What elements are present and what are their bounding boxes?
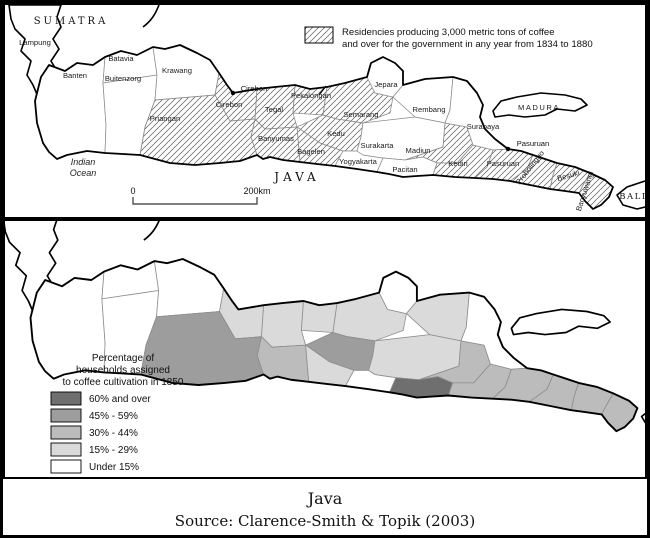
choro-tegal xyxy=(261,300,306,348)
madura-island xyxy=(492,92,588,118)
label-banyumas: Banyumas xyxy=(258,134,294,143)
cirebon-town-dot xyxy=(230,90,236,96)
panel-bottom-map: Percentage of households assigned to cof… xyxy=(3,219,647,479)
label-pasuruan-region: Pasuruan xyxy=(487,159,520,168)
legend-line2: and over for the government in any year … xyxy=(342,39,593,50)
scale-zero: 0 xyxy=(130,186,135,196)
choropleth-legend: Percentage of households assigned to cof… xyxy=(50,353,184,474)
bali-coast xyxy=(616,180,645,210)
label-buitenzorg: Buitenzorg xyxy=(105,74,141,83)
label-pacitan: Pacitan xyxy=(392,165,417,174)
label-banten: Banten xyxy=(63,71,87,80)
choro-legend-title-3: to coffee cultivation in 1850 xyxy=(62,377,183,388)
choro-legend-title-1: Percentage of xyxy=(92,353,154,364)
label-priangan: Priangan xyxy=(150,114,180,123)
swatch-label-under-15: Under 15% xyxy=(89,462,139,473)
swatch-45-59 xyxy=(50,408,82,423)
legend-line1: Residencies producing 3,000 metric tons … xyxy=(342,27,555,38)
bottom-map-island xyxy=(5,221,645,433)
scale-bar: 0 200km xyxy=(130,186,271,205)
bottom-map-svg: Percentage of households assigned to cof… xyxy=(5,221,645,474)
swatch-label-15-29: 15% - 29% xyxy=(89,445,138,456)
top-map-legend: Residencies producing 3,000 metric tons … xyxy=(304,26,593,50)
swatch-60-over xyxy=(50,391,82,406)
label-madiun: Madiun xyxy=(406,146,431,155)
bottom-map-regions xyxy=(30,258,638,432)
label-pekalongan: Pekalongan xyxy=(291,91,331,100)
label-surabaya: Surabaya xyxy=(467,122,500,131)
label-sumatra: SUMATRA xyxy=(34,16,109,27)
label-java: JAVA xyxy=(272,170,319,184)
label-tegal: Tegal xyxy=(265,105,283,114)
label-yogyakarta: Yogyakarta xyxy=(339,157,377,166)
swatch-label-45-59: 45% - 59% xyxy=(89,411,138,422)
scale-max: 200km xyxy=(243,186,270,196)
label-batavia: Batavia xyxy=(108,54,134,63)
choro-krawang xyxy=(154,258,225,318)
swatch-30-44 xyxy=(50,425,82,440)
label-lampung: Lampung xyxy=(19,38,51,47)
pasuruan-town-dot xyxy=(505,146,511,152)
swatch-label-60-over: 60% and over xyxy=(89,394,151,405)
label-madura: MADURA xyxy=(518,103,560,112)
choro-legend-title-2: households assigned xyxy=(76,365,170,376)
java-coastline xyxy=(34,44,614,210)
sumatra-east-coast-stub-bottom xyxy=(143,221,160,241)
swatch-under-15 xyxy=(50,459,82,474)
java-coastline-bottom xyxy=(29,258,639,433)
bali-coast-bottom xyxy=(640,412,645,424)
swatch-label-30-44: 30% - 44% xyxy=(89,428,138,439)
panel-top-map: Banten Batavia Buitenzorg Krawang Cirebo… xyxy=(3,3,647,219)
swatch-15-29 xyxy=(50,442,82,457)
madura-island-bottom xyxy=(510,308,611,336)
label-rembang: Rembang xyxy=(413,105,446,114)
caption-title: Java xyxy=(307,489,343,508)
label-jepara: Jepara xyxy=(374,80,398,89)
label-surakarta: Surakarta xyxy=(361,141,395,150)
label-krawang: Krawang xyxy=(162,66,192,75)
top-map-svg: Banten Batavia Buitenzorg Krawang Cirebo… xyxy=(8,5,645,212)
label-cirebon-town: Cirebon xyxy=(241,84,268,93)
label-kedu: Kedu xyxy=(327,129,345,138)
label-kediri: Kediri xyxy=(448,159,468,168)
label-indian-ocean-1: Indian xyxy=(71,157,96,167)
caption-source: Source: Clarence-Smith & Topik (2003) xyxy=(174,512,476,530)
sumatra-east-coast-stub xyxy=(142,5,160,28)
label-indian-ocean-2: Ocean xyxy=(70,168,97,178)
figure-caption: Java Source: Clarence-Smith & Topik (200… xyxy=(3,483,647,535)
label-semarang: Semarang xyxy=(343,110,378,119)
label-bagelen: Bagelen xyxy=(297,147,325,156)
label-bali: BALI xyxy=(619,192,645,202)
legend-hatch-swatch xyxy=(304,26,334,44)
boundary-tick xyxy=(318,85,327,96)
label-pasuruan-town: Pasuruan xyxy=(517,139,550,148)
label-cirebon-region: Cirebon xyxy=(216,100,243,109)
